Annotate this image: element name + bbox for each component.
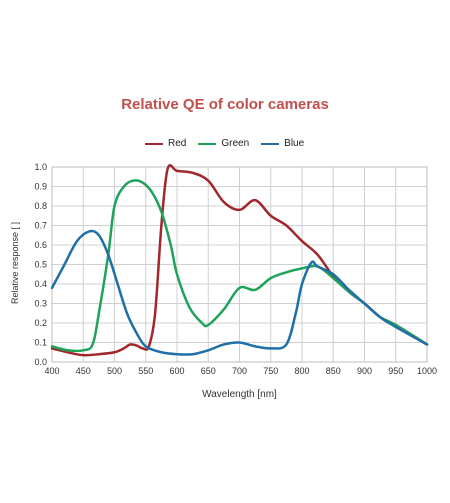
x-tick-label: 400 bbox=[44, 366, 59, 376]
y-tick-label: 0.9 bbox=[34, 182, 47, 192]
legend-item-green: Green bbox=[198, 138, 249, 149]
y-tick-label: 0.0 bbox=[34, 357, 47, 367]
y-tick-label: 1.0 bbox=[34, 162, 47, 172]
y-tick-label: 0.2 bbox=[34, 318, 47, 328]
y-tick-label: 0.7 bbox=[34, 221, 47, 231]
plot-border bbox=[51, 166, 428, 363]
legend-label-green: Green bbox=[221, 138, 250, 149]
y-tick-label: 0.5 bbox=[34, 260, 47, 270]
series-line-blue bbox=[50, 229, 429, 356]
x-tick-label: 750 bbox=[263, 366, 278, 376]
series-line-green bbox=[50, 179, 429, 353]
x-tick-label: 550 bbox=[138, 366, 153, 376]
legend-swatch-blue bbox=[261, 142, 280, 145]
x-tick-label: 900 bbox=[357, 366, 372, 376]
y-tick-label: 0.6 bbox=[34, 240, 47, 250]
y-tick-label: 0.1 bbox=[34, 338, 47, 348]
chart-title: Relative QE of color cameras bbox=[121, 96, 329, 113]
x-tick-label: 450 bbox=[76, 366, 91, 376]
x-tick-label: 500 bbox=[107, 366, 122, 376]
legend-label-red: Red bbox=[168, 138, 187, 149]
legend-label-blue: Blue bbox=[284, 138, 305, 149]
legend-swatch-green bbox=[198, 142, 217, 145]
legend: Red Green Blue bbox=[145, 138, 304, 149]
y-tick-label: 0.4 bbox=[34, 279, 47, 289]
x-tick-label: 700 bbox=[232, 366, 247, 376]
legend-item-red: Red bbox=[145, 138, 186, 149]
y-tick-label: 0.3 bbox=[34, 299, 47, 309]
y-tick-label: 0.8 bbox=[34, 201, 47, 211]
x-axis-label: Wavelength [nm] bbox=[202, 389, 277, 400]
x-tick-label: 600 bbox=[169, 366, 184, 376]
legend-item-blue: Blue bbox=[261, 138, 304, 149]
x-tick-label: 800 bbox=[294, 366, 309, 376]
legend-swatch-red bbox=[145, 142, 163, 145]
x-tick-label: 950 bbox=[388, 366, 403, 376]
x-tick-label: 650 bbox=[201, 366, 216, 376]
x-tick-label: 850 bbox=[326, 366, 341, 376]
x-tick-label: 1000 bbox=[417, 366, 437, 376]
